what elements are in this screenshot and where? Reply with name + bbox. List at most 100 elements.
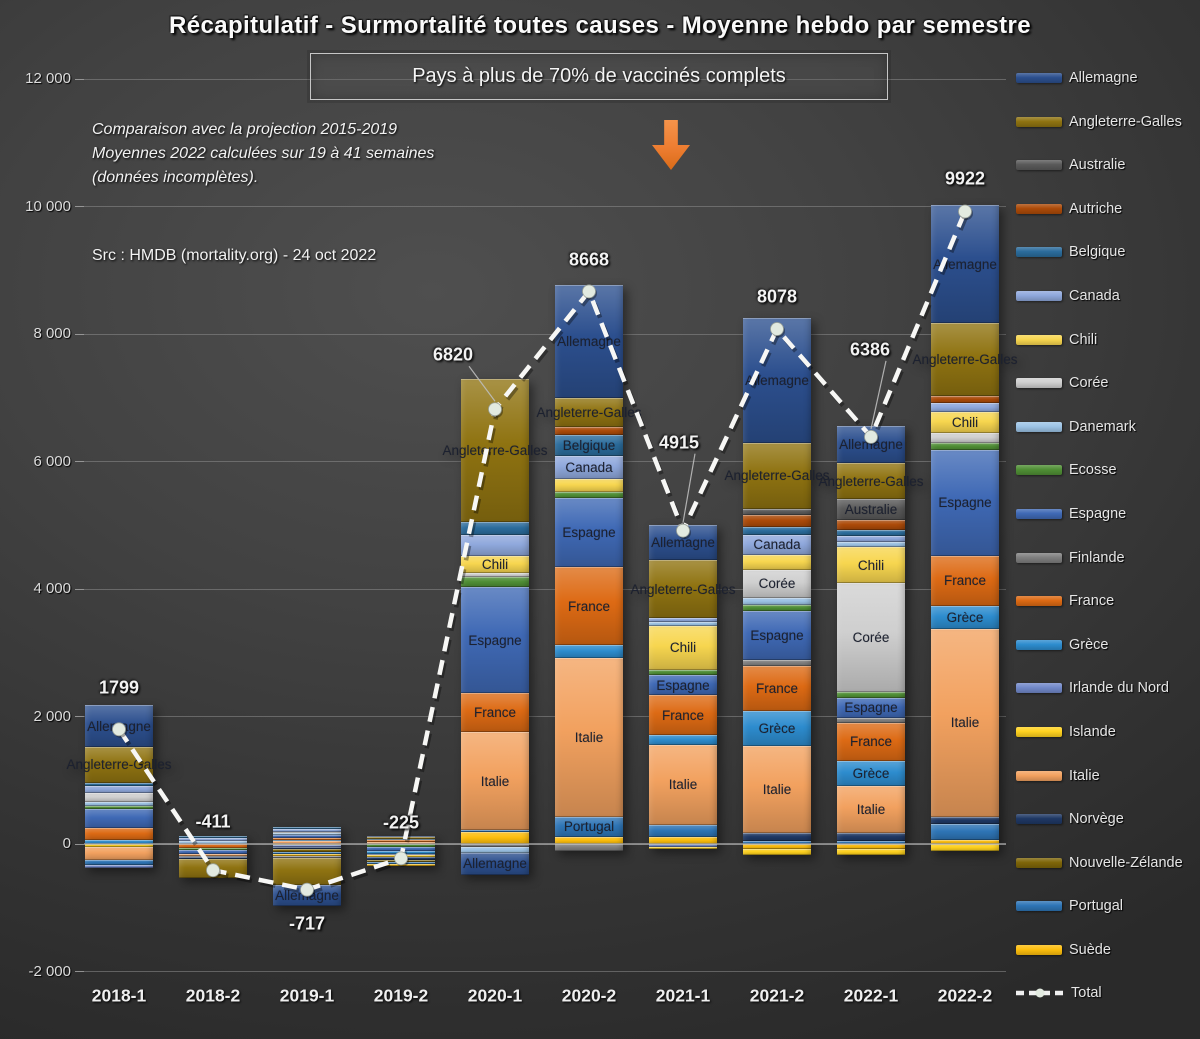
total-value-label: 6386 (849, 339, 891, 360)
legend-item: Corée (1016, 375, 1109, 391)
bar-segment-danemark (85, 801, 153, 807)
bar-segment-autriche (931, 396, 999, 404)
total-value-label: -717 (288, 913, 326, 934)
axis-tick (75, 716, 84, 717)
bar-segment-portugal (743, 840, 811, 844)
bar-segment-ecosse (461, 577, 529, 588)
bar-segment-canada (461, 535, 529, 556)
legend-item: France (1016, 593, 1114, 609)
total-marker (864, 429, 878, 444)
y-axis-tick-label: 6 000 (33, 452, 71, 470)
legend-label: Danemark (1069, 418, 1136, 435)
total-line-shadow (119, 213, 970, 896)
bar-segment-irlande-du-nord (649, 844, 717, 847)
x-axis-label: 2021-2 (749, 985, 805, 1006)
legend-label: Autriche (1069, 200, 1123, 217)
bar-segment-finlande (179, 856, 247, 858)
legend-item: Norvège (1016, 811, 1124, 827)
legend-label: Italie (1069, 767, 1100, 784)
total-marker (206, 863, 220, 878)
legend-swatch (1016, 291, 1062, 301)
legend-item: Espagne (1016, 506, 1126, 522)
legend-label: Australie (1069, 157, 1126, 174)
bar-segment-autriche (837, 520, 905, 531)
legend-swatch (1016, 378, 1062, 389)
total-marker (488, 402, 502, 417)
bar-segment-france (85, 827, 153, 840)
bar-segment-canada (649, 618, 717, 623)
legend-item: Angleterre-Galles (1016, 114, 1182, 130)
legend-swatch (1016, 814, 1062, 825)
bar-segment-corée (85, 793, 153, 802)
total-value-label: 9922 (944, 168, 986, 189)
legend-swatch (1016, 945, 1062, 955)
legend-item-total: Total (1016, 985, 1102, 1001)
legend-swatch (1016, 770, 1062, 781)
bar-segment-suède (367, 864, 435, 867)
bar-segment-danemark (649, 622, 717, 626)
bar-segment-ecosse (179, 847, 247, 850)
bar-segment-grèce (85, 839, 153, 844)
bar-segment-islande (85, 844, 153, 847)
x-axis-label: 2022-2 (937, 985, 993, 1006)
gridline (84, 588, 1006, 590)
bar-segment-danemark (461, 847, 529, 853)
axis-tick (75, 971, 84, 972)
x-axis-label: 2020-2 (561, 985, 617, 1006)
total-value-label: 1799 (98, 677, 140, 698)
gridline (84, 716, 1006, 717)
bar-segment-autriche (555, 427, 623, 436)
total-marker (770, 322, 784, 336)
total-value-label: -225 (382, 812, 420, 833)
bar-segment-portugal (837, 840, 905, 844)
bar-segment-italie: Italie (461, 732, 529, 830)
legend-item: Finlande (1016, 550, 1125, 566)
bar-segment-norvège (179, 857, 247, 859)
legend-swatch (1016, 857, 1062, 868)
total-label-leader-line (870, 360, 887, 430)
bar-segment-norvège (837, 832, 905, 841)
legend-swatch (1016, 73, 1062, 83)
bar-segment-grèce (273, 839, 341, 842)
legend-item: Grèce (1016, 637, 1109, 653)
x-axis-label: 2019-1 (279, 985, 335, 1006)
axis-tick (75, 588, 84, 590)
x-axis-label: 2018-2 (185, 985, 241, 1006)
total-marker (958, 204, 972, 219)
bar-segment-italie (273, 841, 341, 844)
legend-swatch (1016, 465, 1062, 476)
bar-segment-norvège (931, 817, 999, 825)
bar-segment-ecosse (555, 492, 623, 499)
bar-segment-canada (179, 838, 247, 841)
vaccination-banner: Pays à plus de 70% de vaccinés complets (310, 53, 888, 100)
bar-segment-finlande (555, 844, 623, 851)
legend-label: Espagne (1069, 506, 1127, 522)
bar-segment-islande (649, 846, 717, 850)
bar-segment-grèce (649, 734, 717, 745)
bar-segment-danemark (837, 541, 905, 548)
y-axis-tick-label: 2 000 (33, 707, 71, 725)
legend-label: France (1069, 593, 1115, 610)
legend-swatch (1016, 334, 1062, 345)
bar-segment-danemark (179, 840, 247, 844)
total-value-label: 8668 (568, 249, 610, 270)
bar-segment-espagne (85, 809, 153, 828)
bar-segment-finlande (461, 844, 529, 848)
legend-item: Nouvelle-Zélande (1016, 855, 1183, 871)
total-marker (394, 851, 408, 866)
x-axis-label: 2021-1 (655, 985, 711, 1006)
legend-item: Canada (1016, 288, 1120, 304)
legend-swatch (1016, 683, 1062, 694)
bar-segment-france (367, 840, 435, 843)
legend-label: Irlande du Nord (1069, 680, 1169, 697)
bar-segment-chili (743, 554, 811, 570)
bar-segment-italie (179, 853, 247, 857)
legend-item: Irlande du Nord (1016, 680, 1169, 696)
bar-segment-ecosse (743, 604, 811, 611)
gridline (84, 206, 1006, 207)
legend-item: Australie (1016, 157, 1125, 173)
total-marker (300, 882, 314, 897)
bar-segment-belgique (367, 838, 435, 841)
gridline (84, 971, 1006, 972)
bar-segment-suède (273, 854, 341, 857)
